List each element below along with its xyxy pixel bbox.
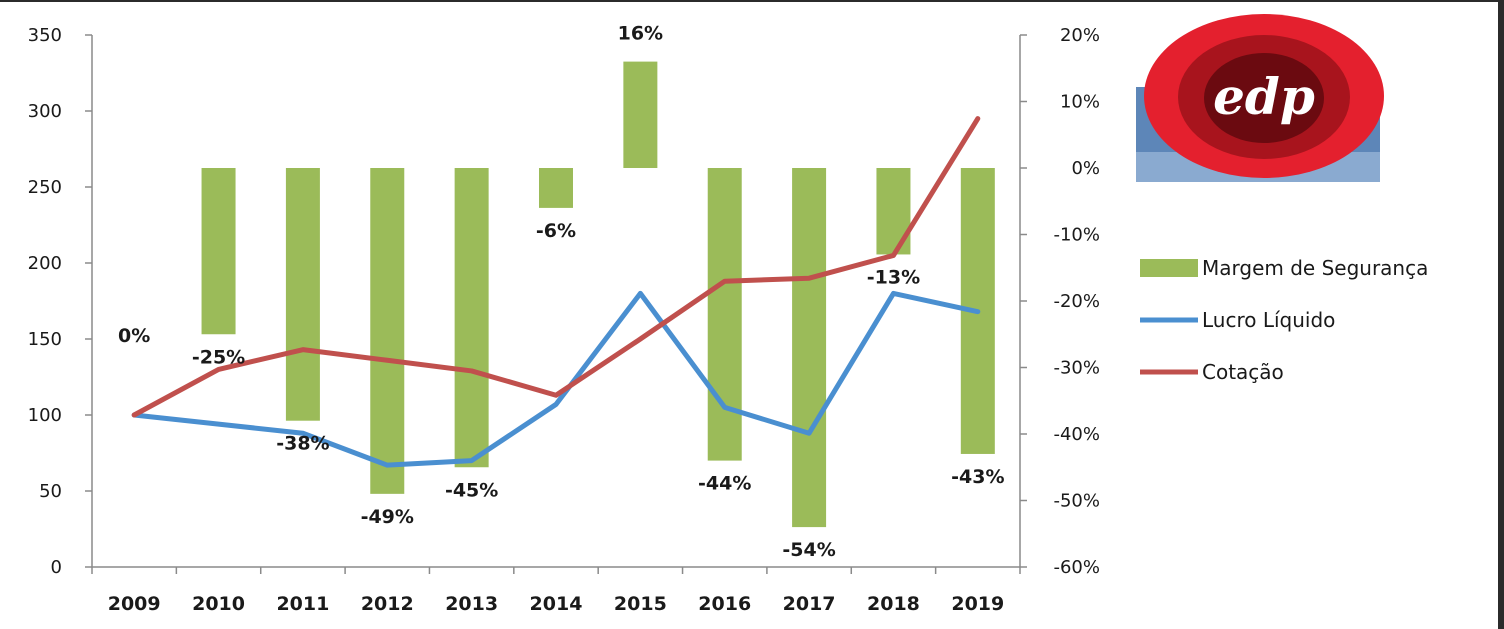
legend-label: Lucro Líquido [1202,308,1335,332]
bar-data-label: -49% [361,506,414,528]
left-tick-label: 50 [39,481,62,502]
left-tick-label: 250 [28,177,62,198]
logo-inner-ellipse [1204,53,1324,143]
right-tick-label: -60% [1053,557,1100,578]
legend-item: Cotação [1140,360,1284,384]
bar-2010 [201,168,236,335]
right-tick-label: -30% [1053,358,1100,379]
bar-data-label: -54% [782,539,835,561]
right-tick-label: -50% [1053,491,1100,512]
bar-data-label: -45% [445,479,498,501]
right-tick-label: 20% [1060,25,1100,46]
legend-label: Margem de Segurança [1202,256,1428,280]
left-tick-label: 300 [28,101,62,122]
right-tick-label: -40% [1053,424,1100,445]
bar-2017 [792,168,827,528]
bar-2016 [707,168,742,461]
logo-text: edp [1213,67,1315,126]
legend-item: Lucro Líquido [1140,308,1335,332]
right-tick-label: 10% [1060,92,1100,113]
x-tick-label: 2017 [783,593,836,615]
bar-2015 [623,61,658,168]
x-tick-label: 2016 [698,593,751,615]
left-tick-label: 200 [28,253,62,274]
bars-layer [201,61,995,528]
x-tick-label: 2015 [614,593,667,615]
bar-data-label: 0% [118,325,150,347]
x-tick-label: 2013 [445,593,498,615]
bar-2013 [454,168,489,468]
bar-2012 [370,168,405,494]
left-tick-label: 350 [28,25,62,46]
bar-data-label: -13% [867,266,920,288]
bar-data-label: -44% [698,473,751,495]
bar-data-label: -43% [951,466,1004,488]
legend-swatch [1140,259,1198,277]
x-tick-label: 2012 [361,593,414,615]
lines-layer [131,116,981,468]
x-tick-label: 2010 [192,593,245,615]
axes-layer: 0 50 100 150 200 250 300 350 -60% -50% -40% -30% -20… [28,25,1100,615]
x-tick-label: 2009 [108,593,161,615]
line-lucro-l-quido [131,290,981,468]
right-tick-label: 0% [1071,158,1100,179]
line-cota-o [131,116,981,418]
x-tick-label: 2019 [951,593,1004,615]
left-tick-label: 0 [51,557,62,578]
legend-item: Margem de Segurança [1140,256,1428,280]
x-tick-label: 2014 [530,593,583,615]
right-tick-label: -10% [1053,225,1100,246]
bar-2011 [285,168,320,421]
right-tick-label: -20% [1053,291,1100,312]
x-tick-label: 2011 [276,593,329,615]
edp-logo: edp [1136,14,1384,182]
bar-2018 [876,168,911,255]
left-tick-label: 100 [28,405,62,426]
data-labels-layer: 0% -25% -38% -49% -45% -6% 16% -44% -54% -13% -43% [118,23,1004,561]
legend: Margem de Segurança Lucro Líquido Cotação [1140,256,1428,384]
bar-data-label: -38% [276,433,329,455]
bar-data-label: -6% [536,220,576,242]
bar-data-label: 16% [618,23,663,45]
x-tick-label: 2018 [867,593,920,615]
legend-label: Cotação [1202,360,1284,384]
bar-data-label: -25% [192,346,245,368]
left-tick-label: 150 [28,329,62,350]
bar-2014 [539,168,573,208]
